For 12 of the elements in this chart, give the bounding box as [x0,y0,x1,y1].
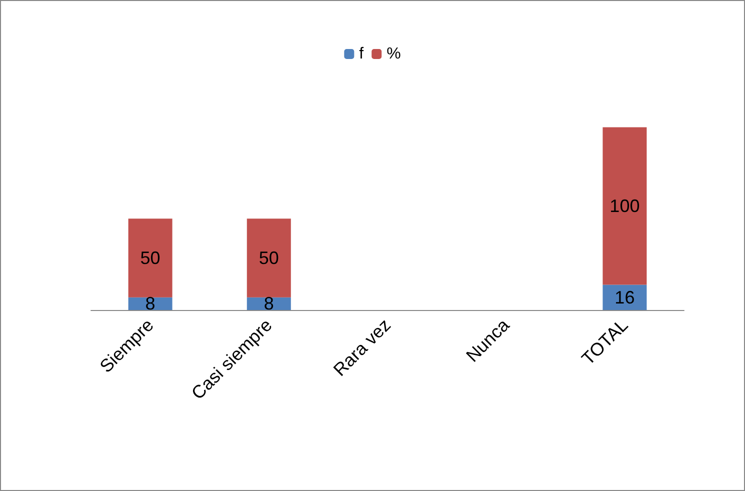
data-label: 50 [140,248,160,268]
data-label: 8 [264,294,274,314]
legend-label: f [359,46,364,62]
bar [128,218,172,298]
data-label: 16 [614,287,635,308]
data-label: 100 [610,196,640,216]
data-label: 8 [145,294,156,314]
legend-label: % [386,46,401,62]
data-label: 50 [258,248,279,268]
bar [602,127,647,285]
bar [246,218,291,298]
bar [602,284,647,310]
